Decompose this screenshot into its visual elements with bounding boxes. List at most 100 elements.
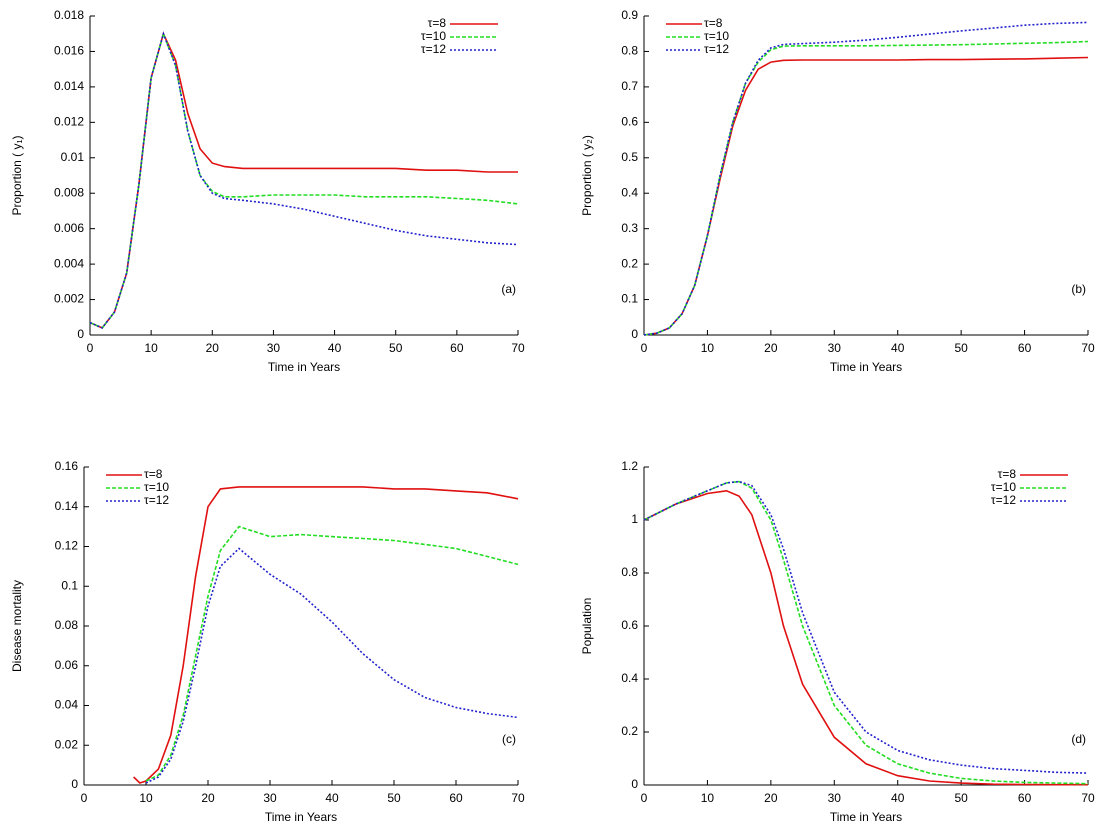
x-tick-label: 60: [449, 791, 463, 805]
x-tick-label: 20: [764, 341, 778, 355]
x-tick-label: 50: [389, 341, 403, 355]
legend-label: τ=8: [998, 467, 1017, 481]
x-tick-label: 50: [954, 791, 968, 805]
y-tick-label: 1.2: [621, 459, 638, 473]
x-tick-label: 20: [201, 791, 215, 805]
legend-label: τ=10: [421, 29, 446, 43]
x-tick-label: 30: [828, 341, 842, 355]
y-tick-label: 0.006: [54, 221, 84, 235]
x-tick-label: 70: [511, 791, 525, 805]
line-series: [643, 480, 1089, 785]
x-tick-label: 0: [87, 341, 94, 355]
legend-label: τ=12: [421, 42, 446, 56]
legend-label: τ=10: [144, 480, 169, 494]
x-tick-label: 60: [1018, 341, 1032, 355]
y-tick-label: 0.2: [621, 256, 638, 270]
y-tick-label: 0.8: [621, 565, 638, 579]
y-tick-label: 0.6: [621, 618, 638, 632]
y-tick-label: 0: [77, 327, 84, 341]
y-tick-label: 0.002: [54, 292, 84, 306]
line-series: [145, 525, 519, 782]
x-tick-label: 20: [206, 341, 220, 355]
x-tick-label: 0: [81, 791, 88, 805]
y-axis-label: Population: [580, 598, 594, 655]
line-series: [643, 40, 1089, 336]
y-tick-label: 0.008: [54, 185, 84, 199]
y-tick-label: 0.16: [55, 459, 79, 473]
x-tick-label: 10: [139, 791, 153, 805]
x-tick-label: 70: [1081, 341, 1095, 355]
y-axis-label: Proportion ( y₁): [10, 135, 24, 215]
line-series: [643, 56, 1089, 336]
y-tick-label: 0.7: [621, 79, 638, 93]
legend-label: τ=12: [704, 42, 729, 56]
y-tick-label: 0.3: [621, 221, 638, 235]
y-tick-label: 0: [71, 777, 78, 791]
x-tick-label: 50: [387, 791, 401, 805]
x-tick-label: 40: [328, 341, 342, 355]
y-tick-label: 0.04: [55, 698, 79, 712]
y-tick-label: 0.2: [621, 724, 638, 738]
annotation: (a): [501, 282, 516, 296]
legend-label: τ=12: [991, 493, 1016, 507]
y-tick-label: 0.004: [54, 256, 84, 270]
y-tick-label: 0.08: [55, 618, 79, 632]
legend-label: τ=10: [704, 29, 729, 43]
legend-label: τ=10: [991, 480, 1016, 494]
line-series: [89, 31, 519, 329]
x-axis-label: Time in Years: [265, 810, 337, 824]
x-tick-label: 70: [511, 341, 525, 355]
x-tick-label: 30: [267, 341, 281, 355]
x-axis-label: Time in Years: [830, 810, 902, 824]
line-series: [643, 21, 1089, 336]
x-tick-label: 60: [450, 341, 464, 355]
line-series: [145, 547, 519, 784]
x-tick-label: 30: [828, 791, 842, 805]
annotation: (d): [1071, 732, 1086, 746]
x-tick-label: 30: [263, 791, 277, 805]
y-tick-label: 0.14: [55, 499, 79, 513]
y-tick-label: 0.1: [621, 292, 638, 306]
y-tick-label: 0.12: [55, 539, 79, 553]
y-tick-label: 0: [631, 777, 638, 791]
y-tick-label: 0.016: [54, 44, 84, 58]
line-series: [89, 31, 518, 329]
line-series: [133, 486, 519, 784]
line-series: [643, 489, 1088, 786]
annotation: (c): [502, 732, 516, 746]
line-series: [643, 480, 1089, 774]
y-tick-label: 1: [631, 512, 638, 526]
legend-label: τ=8: [428, 16, 447, 30]
y-axis-label: Disease mortality: [10, 580, 24, 672]
x-tick-label: 70: [1081, 791, 1095, 805]
legend-label: τ=8: [144, 467, 163, 481]
y-tick-label: 0.012: [54, 115, 84, 129]
y-axis-label: Proportion ( y₂): [580, 135, 594, 216]
x-tick-label: 0: [641, 341, 648, 355]
y-tick-label: 0.06: [55, 658, 79, 672]
y-tick-label: 0.8: [621, 44, 638, 58]
y-tick-label: 0.9: [621, 8, 638, 22]
annotation: (b): [1071, 282, 1086, 296]
y-tick-label: 0.4: [621, 185, 638, 199]
x-axis-label: Time in Years: [830, 360, 902, 374]
x-tick-label: 10: [701, 341, 715, 355]
legend-label: τ=8: [704, 16, 723, 30]
x-tick-label: 10: [144, 341, 158, 355]
x-tick-label: 20: [764, 791, 778, 805]
y-tick-label: 0.018: [54, 8, 84, 22]
y-tick-label: 0.4: [621, 671, 638, 685]
x-tick-label: 0: [641, 791, 648, 805]
x-tick-label: 40: [891, 791, 905, 805]
x-tick-label: 60: [1018, 791, 1032, 805]
line-series: [89, 31, 519, 329]
y-tick-label: 0.5: [621, 150, 638, 164]
y-tick-label: 0.6: [621, 115, 638, 129]
y-tick-label: 0.01: [61, 150, 85, 164]
x-tick-label: 40: [891, 341, 905, 355]
y-tick-label: 0.02: [55, 737, 79, 751]
y-tick-label: 0: [631, 327, 638, 341]
x-axis-label: Time in Years: [268, 360, 340, 374]
x-tick-label: 40: [325, 791, 339, 805]
